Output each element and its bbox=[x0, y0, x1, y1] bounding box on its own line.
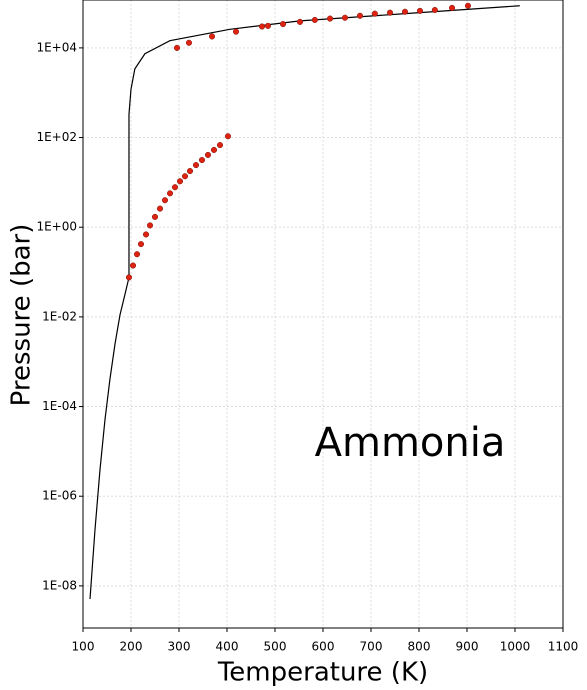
y-tick-label: 1E-04 bbox=[42, 399, 77, 413]
point bbox=[208, 33, 216, 40]
point bbox=[156, 205, 164, 212]
point bbox=[448, 4, 456, 11]
point bbox=[326, 15, 334, 22]
point bbox=[371, 10, 378, 17]
point bbox=[176, 178, 184, 185]
point bbox=[296, 18, 304, 25]
point bbox=[181, 173, 189, 180]
point bbox=[258, 23, 266, 30]
point bbox=[198, 156, 206, 164]
y-axis-label: Pressure (bar) bbox=[7, 224, 37, 407]
point bbox=[401, 8, 409, 15]
point bbox=[133, 251, 141, 258]
x-tick-label: 1000 bbox=[500, 640, 531, 654]
point bbox=[171, 184, 179, 191]
point bbox=[137, 241, 145, 248]
x-tick-label: 400 bbox=[216, 640, 239, 654]
point bbox=[204, 151, 212, 158]
point bbox=[341, 14, 349, 21]
point bbox=[356, 12, 364, 19]
point bbox=[464, 2, 472, 9]
x-tick-label: 500 bbox=[264, 640, 287, 654]
point bbox=[166, 190, 174, 197]
point bbox=[151, 213, 159, 220]
point bbox=[146, 222, 154, 229]
point bbox=[224, 133, 232, 140]
point bbox=[416, 7, 424, 14]
point bbox=[161, 197, 169, 204]
x-tick-label: 600 bbox=[312, 640, 335, 654]
point bbox=[279, 21, 287, 28]
point bbox=[386, 9, 394, 16]
point bbox=[186, 168, 194, 175]
grid bbox=[82, 0, 564, 628]
point bbox=[232, 28, 240, 35]
y-tick-label: 1E-06 bbox=[42, 489, 77, 503]
y-tick-label: 1E+04 bbox=[36, 40, 77, 54]
point bbox=[185, 39, 193, 46]
y-tick-label: 1E-02 bbox=[42, 309, 77, 323]
point bbox=[173, 44, 181, 51]
point bbox=[210, 146, 218, 153]
y-tick-label: 1E-08 bbox=[42, 578, 77, 592]
x-tick-label: 900 bbox=[456, 640, 479, 654]
x-tick-label: 100 bbox=[72, 640, 95, 654]
line bbox=[89, 5, 520, 600]
point bbox=[431, 6, 438, 14]
annotation: Ammonia bbox=[315, 420, 506, 466]
point bbox=[216, 142, 224, 149]
y-tick-label: 1E+00 bbox=[36, 220, 77, 234]
point bbox=[264, 22, 272, 29]
x-tick-label: 800 bbox=[408, 640, 431, 654]
x-axis-label: Temperature (K) bbox=[217, 658, 428, 688]
point bbox=[142, 231, 150, 238]
point bbox=[192, 162, 200, 169]
point bbox=[311, 16, 318, 23]
y-tick-label: 1E+02 bbox=[36, 130, 77, 144]
x-tick-label: 300 bbox=[168, 640, 191, 654]
x-tick-label: 700 bbox=[360, 640, 383, 654]
x-tick-label: 1100 bbox=[548, 640, 579, 654]
point bbox=[125, 274, 133, 281]
point bbox=[129, 262, 137, 269]
x-tick-label: 200 bbox=[120, 640, 143, 654]
